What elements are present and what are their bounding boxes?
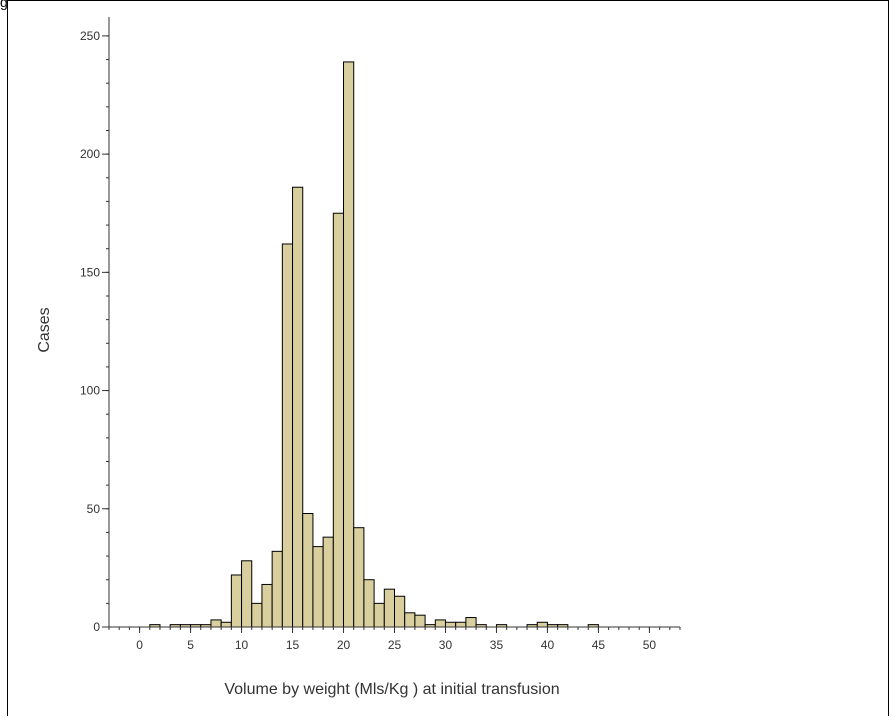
histogram-bar — [434, 619, 446, 628]
histogram-bar — [210, 619, 222, 628]
x-tick-label: 15 — [286, 638, 300, 652]
histogram-bar — [322, 536, 334, 628]
histogram-bar — [261, 583, 273, 628]
histogram-bar — [363, 579, 375, 628]
histogram-bar — [312, 546, 324, 628]
x-tick-label: 10 — [235, 638, 249, 652]
figure-frame — [7, 0, 889, 716]
histogram-bar — [373, 602, 385, 628]
histogram-bar — [536, 621, 548, 628]
axes-group: 0 50 100 150 200 250 0 5 10 15 20 25 30 35 40 45 50 — [80, 17, 681, 652]
y-tick-label: 0 — [93, 620, 100, 634]
histogram-bar — [414, 614, 426, 628]
histogram-bar — [465, 617, 477, 628]
x-tick-label: 45 — [592, 638, 606, 652]
bars-group — [149, 61, 599, 628]
histogram-bar — [383, 588, 395, 628]
x-axis-label: Volume by weight (Mls/Kg ) at initial tr… — [224, 681, 559, 698]
histogram-bar — [292, 186, 304, 628]
y-tick-label: 100 — [80, 384, 100, 398]
x-tick-label: 5 — [187, 638, 194, 652]
y-tick-label: 250 — [80, 29, 100, 43]
histogram-bar — [271, 550, 283, 628]
x-tick-label: 50 — [643, 638, 657, 652]
y-tick-label: 50 — [87, 502, 101, 516]
histogram-bar — [220, 621, 232, 628]
y-tick-label: 150 — [80, 265, 100, 279]
y-tick-label: 200 — [80, 147, 100, 161]
histogram-bar — [251, 602, 263, 628]
x-tick-label: 20 — [337, 638, 351, 652]
x-tick-label: 30 — [439, 638, 453, 652]
histogram-bar — [444, 621, 457, 628]
x-tick-label: 25 — [388, 638, 402, 652]
histogram-bar — [455, 621, 467, 628]
histogram-bar — [302, 513, 314, 628]
x-tick-label: 0 — [136, 638, 143, 652]
histogram-bar — [394, 595, 406, 628]
figure-corner-label: g — [0, 0, 8, 10]
y-axis-label: Cases — [36, 307, 53, 352]
histogram-bar — [230, 574, 243, 628]
x-tick-label: 35 — [490, 638, 504, 652]
histogram-bar — [332, 212, 345, 628]
histogram-bar — [281, 243, 294, 628]
histogram-bar — [343, 61, 355, 628]
x-tick-label: 40 — [541, 638, 555, 652]
histogram-bar — [404, 612, 416, 628]
histogram-bar — [241, 560, 253, 628]
histogram-bar — [353, 527, 365, 628]
